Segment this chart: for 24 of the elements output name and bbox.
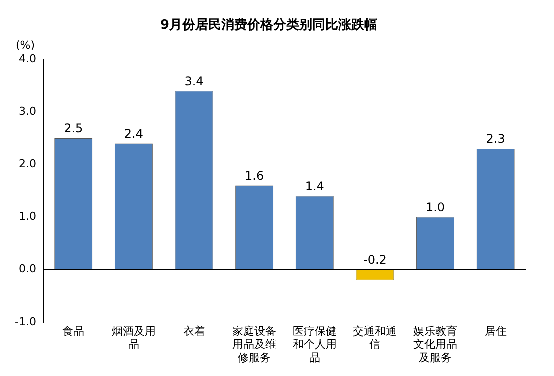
data-label: 2.4 (124, 126, 144, 141)
y-tick-label: 4.0 (18, 52, 36, 66)
y-tick-label: 2.0 (18, 158, 36, 171)
y-tick-label: 0.0 (18, 262, 36, 276)
data-label: 1.4 (305, 179, 324, 194)
y-tick-label: 1.0 (18, 210, 36, 224)
data-label: 2.3 (486, 132, 506, 146)
x-tick-label: 居住 (484, 324, 507, 338)
data-label: 1.6 (245, 168, 264, 183)
data-label: 1.0 (426, 200, 446, 214)
x-tick-label: 食品 (62, 324, 85, 338)
data-label: 2.5 (64, 122, 84, 136)
x-tick-label: 娱乐教育文化用品及服务 (414, 324, 458, 364)
data-label: 3.4 (184, 74, 204, 88)
y-axis-title: (%) (16, 38, 36, 52)
y-tick-label: 3.0 (18, 105, 36, 118)
x-tick-label: 家庭设备用品及维修服务 (232, 324, 277, 364)
x-tick-label: 衣着 (183, 324, 206, 338)
chart-title: 9月份居民消费价格分类别同比涨跌幅 (160, 18, 378, 34)
y-tick-label: -1.0 (14, 315, 36, 328)
x-tick-label: 烟酒及用品 (112, 324, 156, 352)
x-tick-label: 医疗保健和个人用品 (292, 324, 337, 364)
data-label: -0.2 (363, 252, 387, 267)
x-tick-label: 交通和通信 (353, 324, 398, 352)
